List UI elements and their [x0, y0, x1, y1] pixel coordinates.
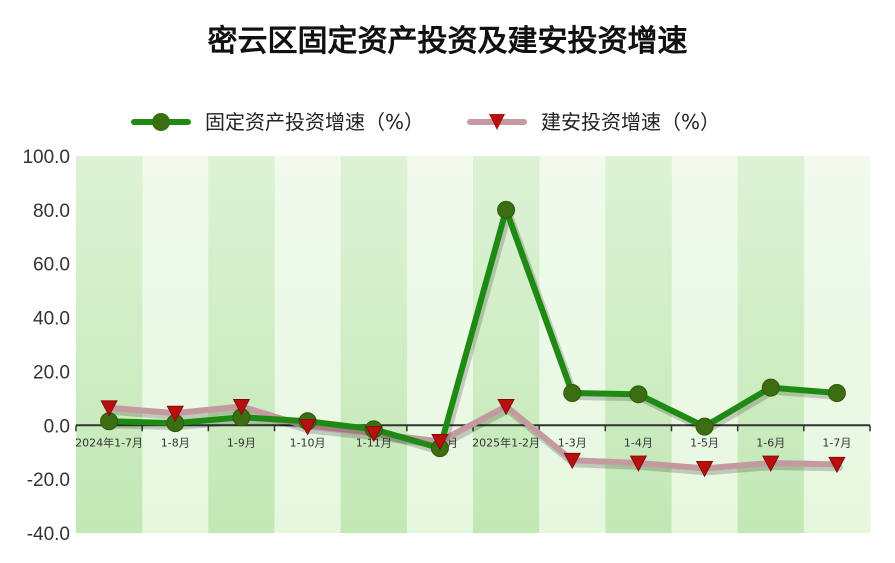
band-11: [737, 156, 805, 533]
legend-series-1-marker: [152, 113, 170, 131]
y-tick-label: 40.0: [33, 309, 70, 330]
series-2-point: [431, 434, 449, 451]
series-2-point: [629, 455, 648, 472]
band-3: [208, 156, 275, 533]
series-2-line: [106, 403, 840, 472]
series-2-point: [365, 425, 383, 443]
x-tick-label: 1-8月: [161, 436, 190, 449]
x-tick-label: 1-3月: [558, 436, 587, 449]
chart-title: 密云区固定资产投资及建安投资增速: [207, 24, 688, 59]
y-tick-label: 80.0: [33, 201, 70, 222]
legend-series-1-label: 固定资产投资增速（%）: [205, 110, 424, 134]
x-tick-label: 1-11月: [356, 436, 392, 449]
x-tick-label: 1-9月: [227, 436, 256, 449]
series-2-shadow: [107, 405, 843, 476]
y-axis-ticks: 100.0 80.0 60.0 40.0 20.0 0.0 -20.0 -40.0: [22, 147, 70, 545]
y-tick-label: 20.0: [33, 362, 70, 383]
x-tick-label: 1-5月: [690, 436, 719, 449]
x-tick-label: 2024年1-7月: [75, 435, 143, 449]
y-tick-label: 60.0: [33, 255, 70, 276]
series-1-point: [629, 385, 648, 404]
band-6: [406, 156, 474, 533]
x-tick-label: 2025年1-2月: [472, 435, 540, 449]
y-tick-label: 0.0: [44, 416, 70, 437]
band-9: [605, 156, 672, 533]
series-2-point: [828, 456, 846, 474]
series-2-point: [563, 452, 581, 470]
series-2-point: [166, 405, 184, 423]
series-2-point: [695, 460, 714, 478]
y-tick-label: -40.0: [27, 524, 70, 545]
band-12: [803, 156, 871, 533]
band-4: [274, 156, 342, 533]
legend-series-2-marker: [489, 114, 505, 130]
series-2-point: [497, 399, 515, 416]
y-tick-label: 100.0: [22, 147, 70, 168]
series-1-point: [695, 417, 714, 436]
band-2: [142, 156, 209, 533]
series-1-point: [563, 383, 582, 402]
series-2-point: [762, 455, 780, 472]
band-1: [76, 156, 143, 533]
x-tick-label: 1-4月: [624, 436, 653, 449]
series-2-point: [298, 419, 317, 436]
series-lines: [100, 200, 846, 478]
x-tick-label: 1-7月: [822, 436, 851, 449]
series-1-point: [827, 383, 846, 402]
series-2-point: [232, 399, 251, 416]
series-1-point: [761, 378, 780, 397]
band-8: [539, 156, 606, 533]
x-tick-label: 1-10月: [290, 436, 326, 449]
series-2-point: [100, 400, 118, 417]
legend: 固定资产投资增速（%） 建安投资增速（%）: [131, 110, 720, 134]
series-1-line: [106, 206, 840, 452]
series-1-point: [497, 200, 516, 219]
x-axis-ticks: 2024年1-7月1-8月1-9月1-10月1-11月1-12月2025年1-2…: [75, 435, 851, 449]
band-5: [340, 156, 408, 533]
y-tick-label: -20.0: [27, 470, 70, 491]
x-tick-label: 1-6月: [756, 436, 785, 449]
legend-series-2-label: 建安投资增速（%）: [541, 110, 720, 134]
